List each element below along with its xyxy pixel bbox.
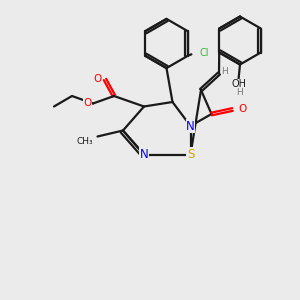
Text: Cl: Cl <box>200 48 209 58</box>
Text: H: H <box>222 68 228 76</box>
Text: O: O <box>83 98 92 109</box>
Text: N: N <box>140 148 148 161</box>
Text: O: O <box>93 74 101 85</box>
Text: S: S <box>187 148 194 161</box>
Text: N: N <box>186 119 195 133</box>
Text: OH: OH <box>231 79 246 89</box>
Text: O: O <box>238 104 246 115</box>
Text: H: H <box>236 88 242 97</box>
Text: CH₃: CH₃ <box>76 137 93 146</box>
